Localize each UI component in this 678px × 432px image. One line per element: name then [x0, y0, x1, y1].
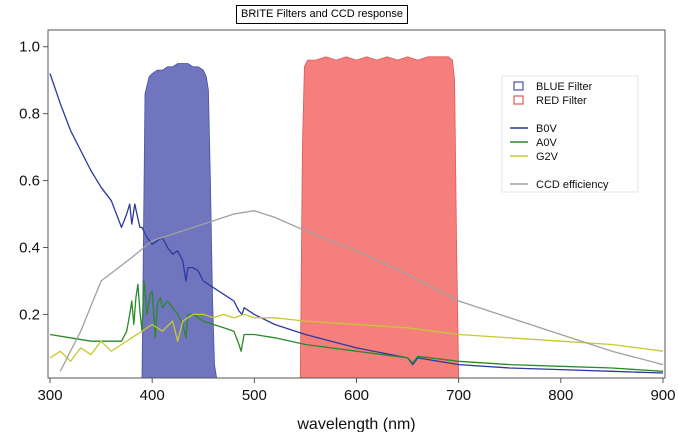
y-tick-label: 0.2	[19, 306, 40, 323]
series-a0v-line	[49, 280, 664, 372]
x-tick-label: 900	[650, 387, 675, 404]
x-tick-label: 500	[242, 387, 267, 404]
legend-swatch-red-filter	[513, 95, 524, 105]
x-axis-label: wavelength (nm)	[296, 416, 415, 432]
x-tick-label: 300	[38, 387, 63, 404]
red-filter-band	[299, 56, 460, 379]
legend-label-ccd-efficiency: CCD efficiency	[536, 179, 609, 191]
legend-label-b0v: B0V	[536, 123, 557, 135]
legend-box	[501, 75, 639, 193]
x-tick-label: 800	[548, 387, 573, 404]
x-tick-label: 600	[344, 387, 369, 404]
legend-label-a0v: A0V	[536, 137, 557, 149]
legend-label-red-filter: RED Filter	[536, 95, 587, 107]
axes-layer: 300 400 500 600 700 800 900 0.2 0.4 0.6 0.8 1.0	[19, 39, 675, 404]
blue-filter-band	[141, 63, 218, 379]
x-tick-label: 700	[446, 387, 471, 404]
legend-label-g2v: G2V	[536, 151, 559, 163]
series-ccd-efficiency-line	[59, 210, 664, 372]
series-layer	[49, 73, 664, 374]
y-tick-label: 0.8	[19, 106, 40, 123]
legend-label-blue-filter: BLUE Filter	[536, 81, 593, 93]
chart-title: BRITE Filters and CCD response	[236, 5, 408, 24]
filters-layer	[141, 56, 460, 379]
y-tick-label: 1.0	[19, 39, 40, 56]
series-b0v-line	[49, 73, 664, 374]
y-tick-label: 0.4	[19, 240, 40, 257]
legend: BLUE Filter RED Filter B0V A0V G2V CCD effici…	[501, 75, 639, 193]
series-g2v-line	[49, 313, 664, 362]
legend-swatch-blue-filter	[513, 81, 524, 91]
y-tick-label: 0.6	[19, 173, 40, 190]
x-tick-label: 400	[140, 387, 165, 404]
